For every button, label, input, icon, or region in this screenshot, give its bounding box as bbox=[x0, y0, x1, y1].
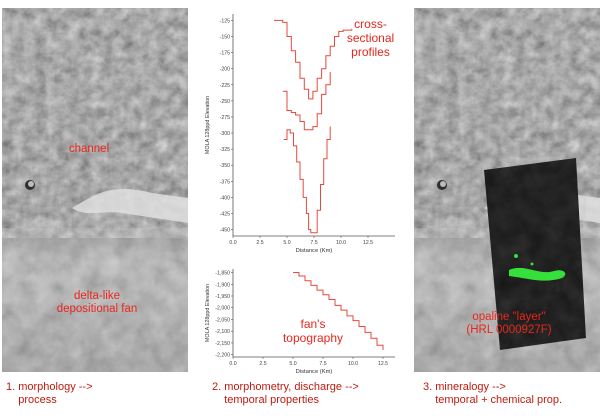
y-tick-label: -225 bbox=[220, 83, 230, 89]
fan-topography-chart-svg: -1,850 -1,900 -1,950 -2,000 -2,050 -2,100 -2,1… bbox=[205, 269, 395, 375]
x-tick-label: 2.5 bbox=[256, 240, 263, 246]
x-tick-label: 12.5 bbox=[363, 240, 373, 246]
y-tick-label: -1,850 bbox=[215, 271, 230, 277]
y-tick-label: -325 bbox=[220, 147, 230, 153]
x-tick-label: 7.5 bbox=[310, 240, 317, 246]
terrain-image bbox=[2, 8, 188, 372]
y-tick-label: -2,200 bbox=[215, 353, 230, 359]
y-tick-label: -2,000 bbox=[215, 306, 230, 312]
y-tick-label: -2,150 bbox=[215, 341, 230, 347]
y-tick-label: -2,100 bbox=[215, 329, 230, 335]
caption-morphology: 1. morphology --> process bbox=[6, 381, 93, 406]
fan-topography-chart: -1,850 -1,900 -1,950 -2,000 -2,050 -2,100 -2,1… bbox=[203, 265, 403, 380]
cross-section-chart-svg: -125 -150 -175 -200 -225 -250 -275 -300 -325 -350… bbox=[205, 14, 395, 254]
y-tick-label: -1,950 bbox=[215, 294, 230, 300]
y-tick-label: -1,900 bbox=[215, 282, 230, 288]
x-tick-label: 10.0 bbox=[336, 240, 346, 246]
y-tick-label: -250 bbox=[220, 99, 230, 105]
y-axis-label: MOLA 128ppd Elevation bbox=[205, 96, 211, 154]
x-tick-label: 2.5 bbox=[259, 361, 266, 367]
x-tick-label: 0.0 bbox=[229, 361, 236, 367]
chart-axes: -125 -150 -175 -200 -225 -250 -275 -300 -325 -350… bbox=[205, 14, 395, 254]
opaline-layer-label: opaline "layer" (HRL 0000927F) bbox=[466, 311, 552, 336]
profile-line-1 bbox=[293, 272, 384, 350]
x-tick-label: 0.0 bbox=[229, 240, 236, 246]
profile-line-3 bbox=[283, 126, 331, 234]
y-tick-label: -200 bbox=[220, 67, 230, 73]
x-tick-label: 10.0 bbox=[348, 361, 358, 367]
y-tick-label: -300 bbox=[220, 131, 230, 137]
x-tick-label: 12.5 bbox=[378, 361, 388, 367]
cross-section-chart-title: cross- sectional profiles bbox=[346, 17, 395, 59]
y-tick-label: -425 bbox=[220, 211, 230, 217]
mineralogy-image-panel: opaline "layer" (HRL 0000927F) bbox=[414, 8, 600, 372]
y-tick-label: -400 bbox=[220, 195, 230, 201]
y-tick-label: -125 bbox=[220, 18, 230, 24]
x-tick-label: 5.0 bbox=[283, 240, 290, 246]
caption-mineralogy: 3. mineralogy --> temporal + chemical pr… bbox=[423, 381, 563, 406]
x-axis-label: Distance (Km) bbox=[296, 369, 333, 375]
y-tick-label: -275 bbox=[220, 115, 230, 121]
caption-morphometry: 2. morphometry, discharge --> temporal p… bbox=[212, 381, 359, 406]
y-tick-label: -150 bbox=[220, 35, 230, 41]
y-tick-label: -375 bbox=[220, 179, 230, 185]
channel-label: channel bbox=[68, 143, 110, 155]
fan-label: delta-like depositional fan bbox=[56, 290, 138, 315]
x-axis-label: Distance (Km) bbox=[296, 248, 333, 254]
y-tick-label: -2,050 bbox=[215, 317, 230, 323]
y-tick-label: -350 bbox=[220, 163, 230, 169]
x-tick-label: 5.0 bbox=[289, 361, 296, 367]
terrain-image-hirise bbox=[414, 8, 600, 372]
y-tick-label: -175 bbox=[220, 51, 230, 57]
fan-topography-chart-title: fan's topography bbox=[282, 317, 344, 345]
chart-axes: -1,850 -1,900 -1,950 -2,000 -2,050 -2,100 -2,1… bbox=[205, 269, 395, 375]
y-axis-label: MOLA 128ppd Elevation bbox=[205, 284, 211, 342]
morphology-image-panel: channel delta-like depositional fan bbox=[2, 8, 188, 372]
x-tick-label: 7.5 bbox=[319, 361, 326, 367]
crism-overlay bbox=[484, 158, 586, 350]
profile-line-1 bbox=[274, 19, 353, 100]
cross-section-chart: -125 -150 -175 -200 -225 -250 -275 -300 -325 -350… bbox=[203, 10, 403, 260]
y-tick-label: -450 bbox=[220, 228, 230, 234]
profile-line-2 bbox=[282, 71, 331, 131]
